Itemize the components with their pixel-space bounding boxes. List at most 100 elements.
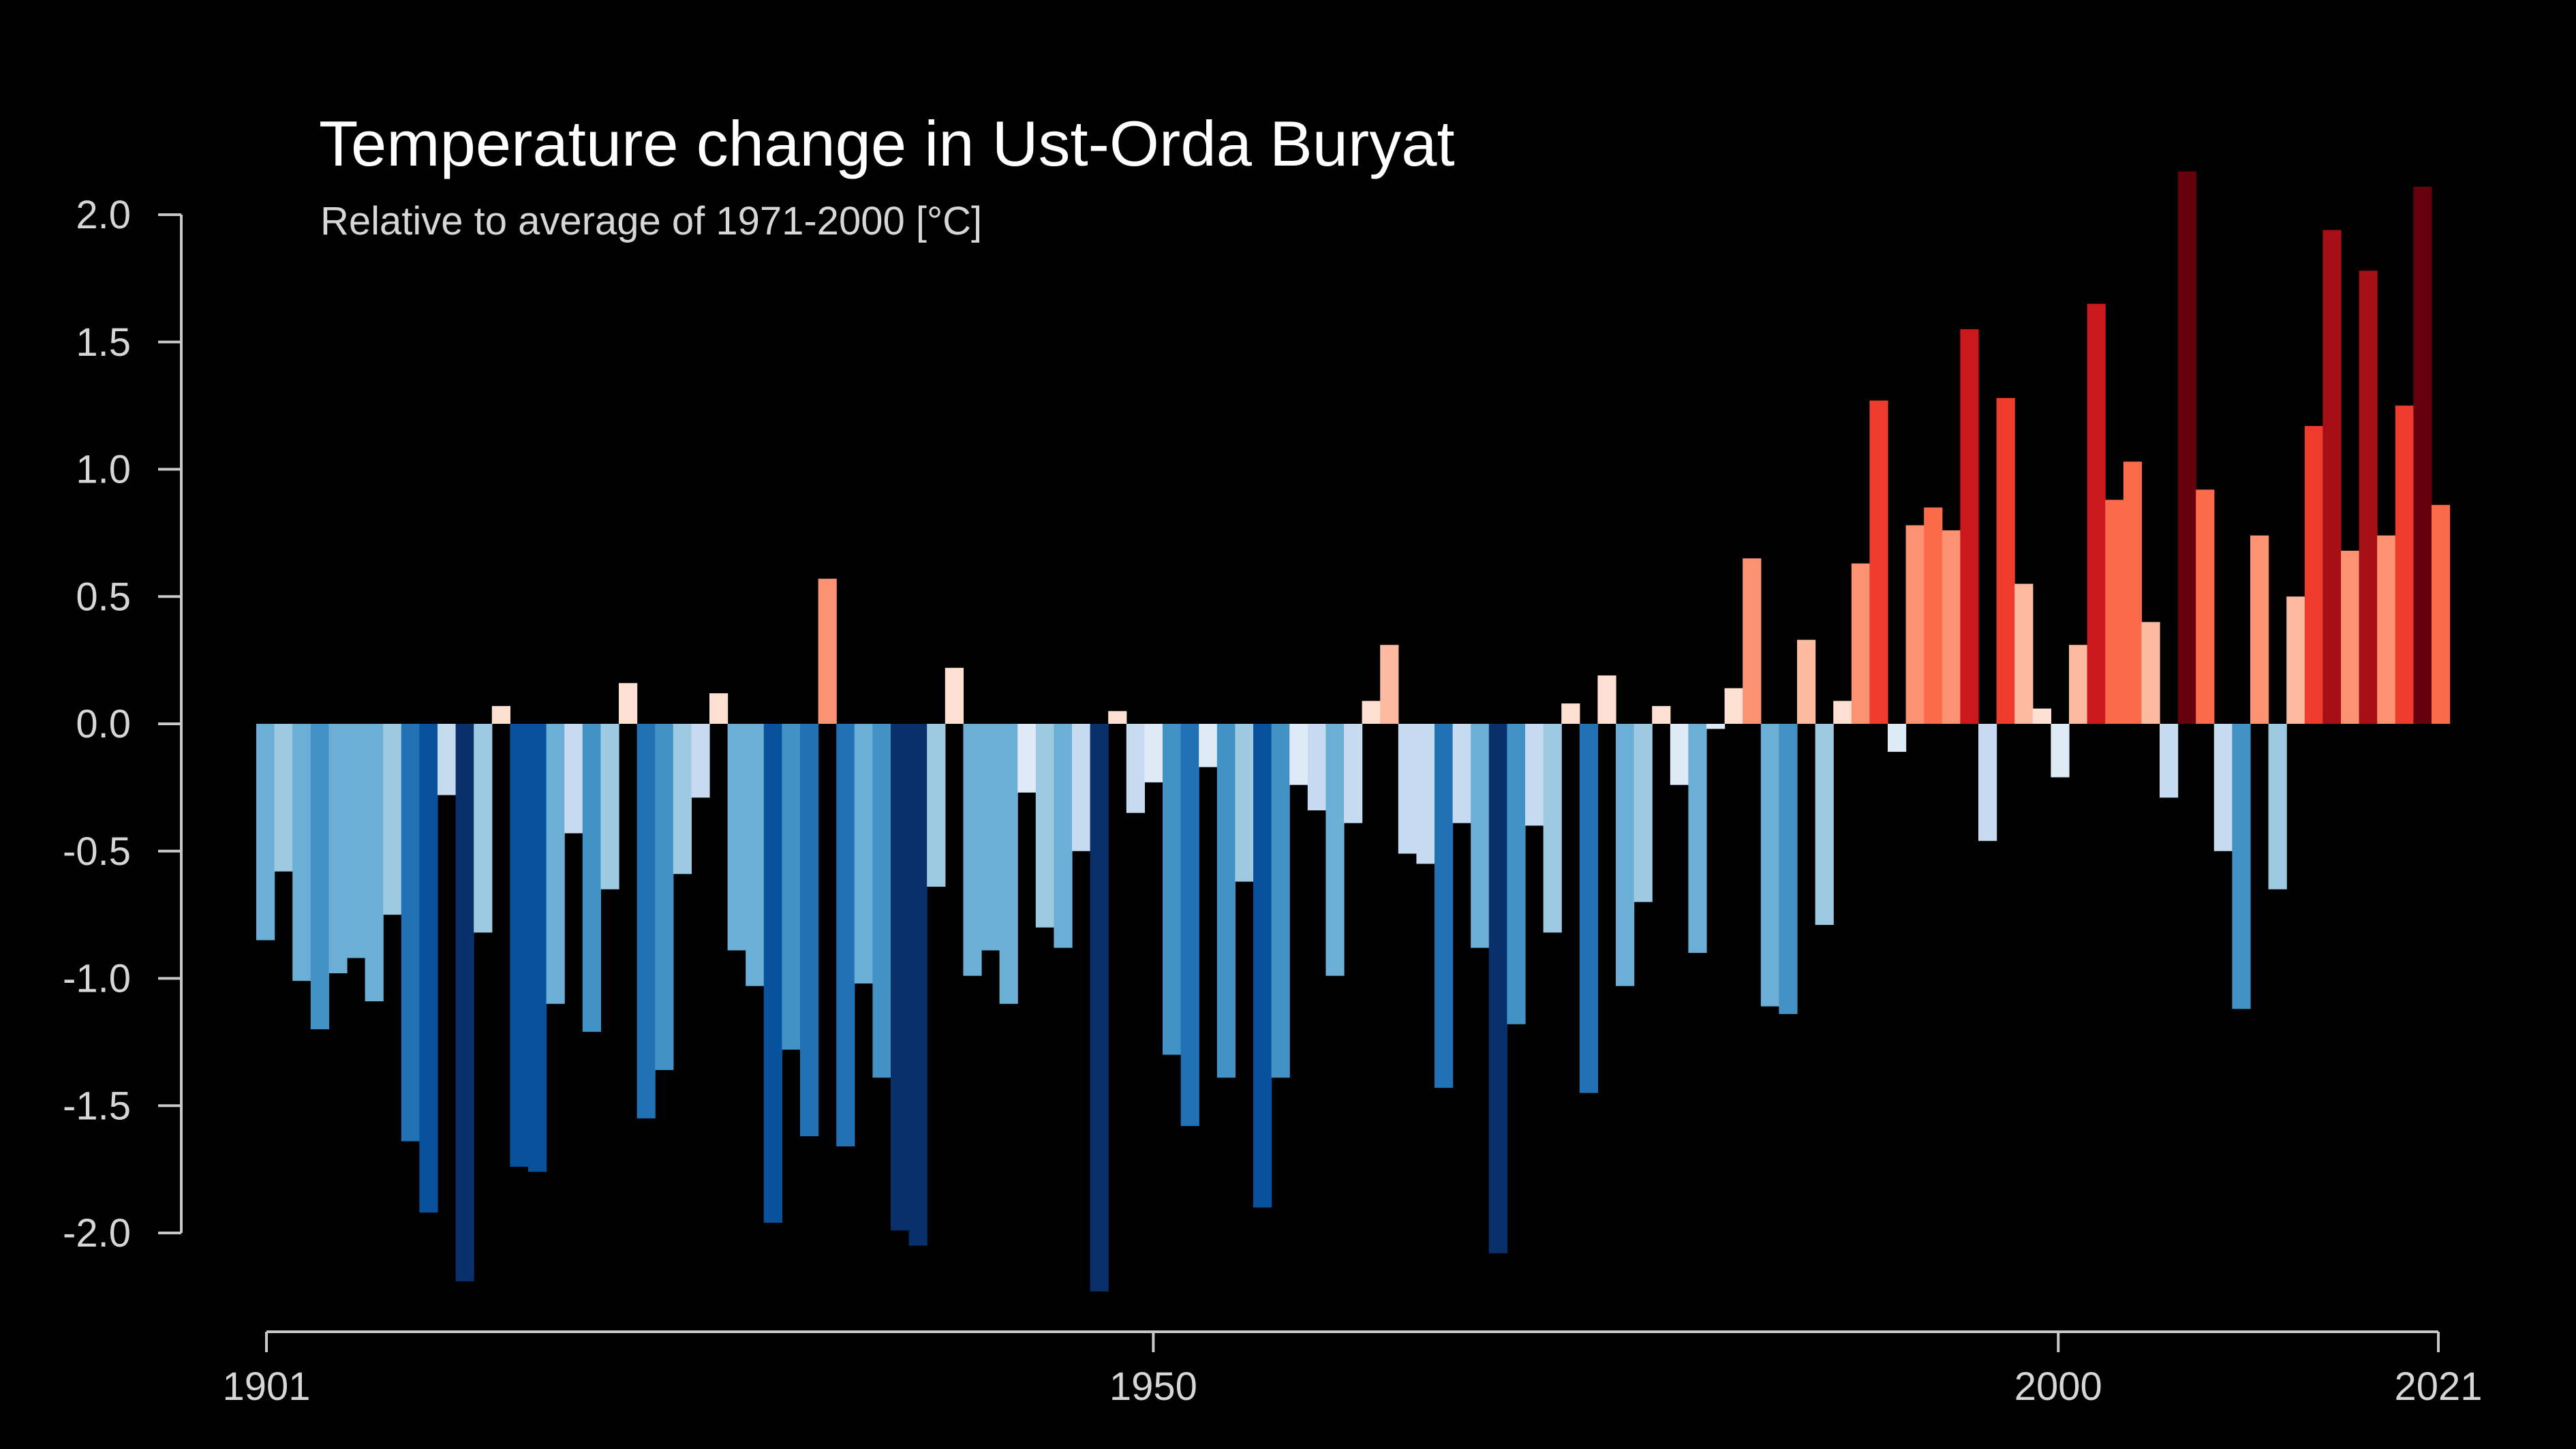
bar-1953 (1199, 724, 1218, 767)
bar-1958 (1289, 724, 1308, 785)
bar-1923 (655, 724, 674, 1070)
bar-2016 (2341, 551, 2360, 724)
bar-1994 (1942, 530, 1961, 724)
y-tick-label: -1.5 (63, 1084, 131, 1128)
bar-1918 (564, 724, 583, 834)
bar-2002 (2087, 303, 2106, 724)
bar-1955 (1235, 724, 1254, 882)
bar-1912 (455, 724, 474, 1281)
bar-1941 (981, 724, 1000, 951)
bar-1993 (1924, 507, 1943, 724)
bar-1975 (1597, 675, 1616, 724)
bar-1906 (347, 724, 366, 958)
bar-2008 (2196, 489, 2215, 724)
bar-2000 (2051, 724, 2070, 778)
bar-1905 (328, 724, 348, 974)
bar-2011 (2250, 535, 2269, 724)
bar-1946 (1072, 724, 1091, 851)
chart-subtitle: Relative to average of 1971-2000 [°C] (320, 199, 982, 243)
bar-1981 (1706, 724, 1726, 729)
bar-1969 (1488, 724, 1507, 1253)
bar-1951 (1163, 724, 1182, 1055)
bar-1995 (1960, 329, 1979, 724)
bar-1928 (746, 724, 765, 986)
y-tick-label: 1.0 (76, 448, 131, 492)
bar-2006 (2160, 724, 2179, 798)
bar-2021 (2432, 504, 2451, 724)
bar-1957 (1271, 724, 1290, 1078)
y-tick-label: 1.5 (76, 320, 131, 365)
bar-2014 (2304, 426, 2323, 724)
bar-1916 (528, 724, 547, 1172)
y-axis: 2.0 1.5 1.0 0.5 0.0 -0.5 -1.0 -1.5 -2.0 (63, 193, 183, 1255)
bar-1996 (1978, 724, 1997, 841)
chart-title: Temperature change in Ust-Orda Buryat (319, 108, 1455, 179)
bar-2004 (2123, 461, 2142, 724)
bar-1956 (1253, 724, 1272, 1208)
bar-1925 (691, 724, 710, 798)
bar-1989 (1851, 563, 1870, 724)
bar-1985 (1779, 724, 1798, 1014)
bar-2001 (2069, 645, 2088, 724)
bar-1934 (854, 724, 873, 983)
bar-1950 (1144, 724, 1163, 782)
x-tick-label: 1950 (1109, 1364, 1197, 1409)
bar-1919 (582, 724, 601, 1032)
bar-1997 (1996, 397, 2015, 724)
bar-1944 (1035, 724, 1054, 928)
bar-2019 (2395, 406, 2414, 724)
bar-2013 (2286, 596, 2305, 724)
bar-1988 (1833, 701, 1852, 724)
bar-1971 (1525, 724, 1544, 826)
bar-1952 (1180, 724, 1199, 1127)
bar-1982 (1724, 688, 1743, 724)
bar-1974 (1579, 724, 1598, 1093)
bar-1939 (945, 667, 964, 724)
bar-1991 (1888, 724, 1907, 752)
bar-1932 (818, 579, 837, 724)
bar-1920 (600, 724, 619, 889)
bar-1963 (1380, 645, 1399, 724)
y-tick-label: 2.0 (76, 193, 131, 237)
bar-1917 (546, 724, 565, 1004)
bar-1943 (1017, 724, 1037, 793)
bar-1936 (891, 724, 910, 1231)
bar-1937 (908, 724, 927, 1246)
bar-1947 (1090, 724, 1109, 1292)
bar-2010 (2232, 724, 2251, 1009)
bar-1907 (365, 724, 384, 1002)
bar-1990 (1869, 400, 1888, 724)
bar-2017 (2359, 271, 2378, 724)
bar-1909 (401, 724, 420, 1142)
bar-1987 (1815, 724, 1834, 926)
y-tick-label: -1.0 (63, 957, 131, 1001)
bar-2015 (2322, 230, 2342, 724)
bar-1931 (800, 724, 819, 1137)
bar-2012 (2268, 724, 2287, 889)
bar-1960 (1325, 724, 1345, 976)
bar-1973 (1561, 703, 1580, 724)
bar-1945 (1054, 724, 1073, 948)
bar-1915 (510, 724, 529, 1167)
bar-1972 (1543, 724, 1562, 933)
bar-1970 (1507, 724, 1526, 1024)
bar-1901 (256, 724, 275, 941)
bar-1961 (1344, 724, 1363, 823)
bar-1930 (782, 724, 801, 1050)
y-tick-label: 0.5 (76, 575, 131, 619)
bar-1933 (836, 724, 855, 1147)
bar-1980 (1688, 724, 1707, 954)
bar-1927 (727, 724, 746, 951)
x-tick-label: 2021 (2394, 1364, 2482, 1409)
bar-1938 (927, 724, 946, 887)
bar-2018 (2377, 535, 2396, 724)
bars-group (256, 171, 2451, 1292)
bar-2009 (2213, 724, 2233, 851)
bar-1999 (2032, 708, 2051, 724)
bar-1992 (1905, 525, 1925, 724)
bar-2005 (2141, 622, 2160, 724)
y-tick-label: 0.0 (76, 702, 131, 746)
bar-1922 (637, 724, 656, 1118)
bar-1908 (383, 724, 402, 915)
bar-1911 (438, 724, 457, 795)
